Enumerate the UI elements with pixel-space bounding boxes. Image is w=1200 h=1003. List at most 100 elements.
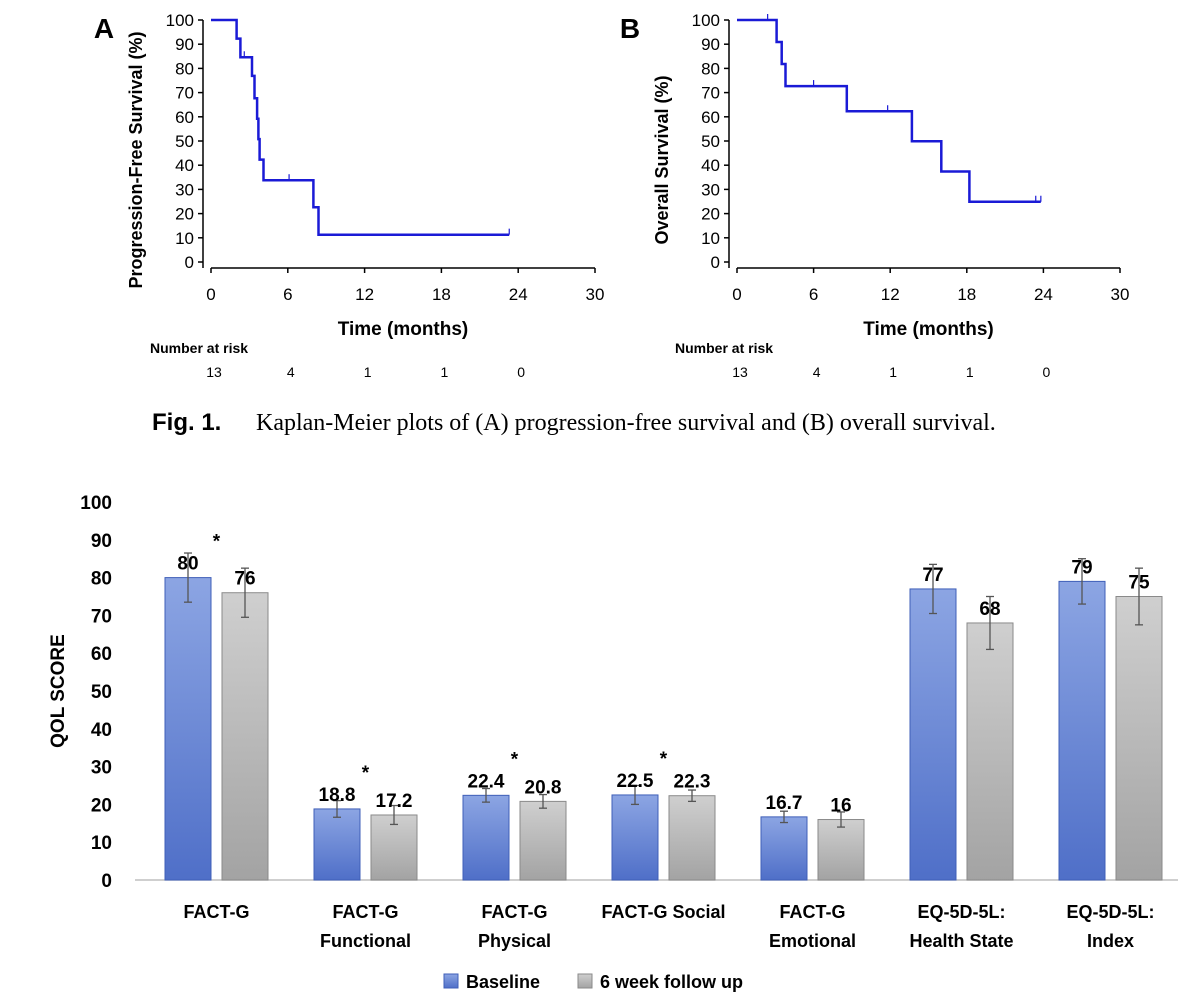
data-label: 20.8 (525, 777, 562, 798)
y-tick-label: 100 (166, 11, 194, 30)
y-axis-label: Overall Survival (%) (652, 75, 672, 244)
bar-baseline (909, 588, 957, 881)
legend-label: Baseline (466, 972, 540, 992)
category-label: Emotional (769, 931, 856, 951)
at-risk-value: 4 (287, 364, 295, 380)
data-label: 16 (830, 796, 851, 817)
x-axis-label: Time (months) (338, 319, 469, 340)
category-label: FACT-G (184, 902, 250, 922)
y-tick-label: 60 (701, 108, 720, 127)
at-risk-value: 1 (364, 364, 372, 380)
y-tick-label: 60 (91, 644, 112, 665)
data-label: 77 (922, 565, 943, 586)
y-tick-label: 30 (91, 758, 112, 779)
x-tick-label: 24 (509, 285, 528, 304)
bar-followup (1115, 596, 1163, 881)
category-label: EQ-5D-5L: (1066, 902, 1154, 922)
figure-caption-text: Kaplan-Meier plots of (A) progression-fr… (256, 410, 996, 436)
y-tick-label: 100 (692, 11, 720, 30)
figure-caption-label: Fig. 1. (152, 409, 221, 436)
y-tick-label: 40 (701, 156, 720, 175)
y-axis-label: Progression-Free Survival (%) (126, 31, 146, 288)
legend-swatch (577, 973, 593, 989)
at-risk-value: 1 (889, 364, 897, 380)
data-label: 22.4 (468, 771, 505, 792)
y-axis-label: QOL SCORE (48, 634, 69, 748)
y-tick-label: 20 (701, 205, 720, 224)
data-label: 80 (177, 554, 198, 575)
y-tick-label: 80 (175, 59, 194, 78)
bar-followup (519, 800, 567, 881)
panel-letter: A (94, 13, 114, 44)
x-axis-label: Time (months) (863, 319, 994, 340)
y-tick-label: 70 (701, 84, 720, 103)
data-label: 22.5 (617, 771, 654, 792)
x-tick-label: 18 (957, 285, 976, 304)
data-label: 75 (1128, 573, 1150, 594)
data-label: 17.2 (376, 791, 413, 812)
y-tick-label: 70 (91, 606, 112, 627)
bar-baseline (164, 577, 212, 881)
data-label: 16.7 (766, 793, 803, 814)
y-tick-label: 0 (101, 871, 112, 892)
x-tick-label: 30 (586, 285, 605, 304)
legend-label: 6 week follow up (600, 972, 743, 992)
x-tick-label: 6 (283, 285, 292, 304)
y-tick-label: 30 (701, 180, 720, 199)
y-tick-label: 90 (91, 531, 112, 552)
y-tick-label: 0 (185, 253, 194, 272)
bar-followup (817, 819, 865, 881)
at-risk-value: 1 (966, 364, 974, 380)
y-tick-label: 50 (175, 132, 194, 151)
data-label: 79 (1071, 557, 1092, 578)
data-label: 18.8 (319, 785, 356, 806)
data-label: 76 (234, 569, 255, 590)
category-label: FACT-G (780, 902, 846, 922)
y-tick-label: 70 (175, 84, 194, 103)
category-label: Health State (909, 931, 1013, 951)
y-tick-label: 10 (701, 229, 720, 248)
y-tick-label: 90 (701, 35, 720, 54)
y-tick-label: 90 (175, 35, 194, 54)
y-tick-label: 100 (80, 493, 112, 514)
at-risk-value: 13 (206, 364, 222, 380)
at-risk-value: 0 (1043, 364, 1051, 380)
y-tick-label: 40 (91, 720, 112, 741)
x-tick-label: 30 (1111, 285, 1130, 304)
y-tick-label: 0 (711, 253, 720, 272)
x-tick-label: 0 (732, 285, 741, 304)
x-tick-label: 18 (432, 285, 451, 304)
qol-bar-chart: 0 10 20 30 40 50 60 70 80 90 100 QOL SCORE 80 76 * FACT… (48, 493, 1178, 992)
x-tick-label: 24 (1034, 285, 1053, 304)
legend-swatch (443, 973, 459, 989)
y-tick-label: 20 (91, 795, 112, 816)
bar-baseline (760, 816, 808, 881)
significance-marker: * (362, 763, 370, 784)
data-label: 68 (979, 599, 1000, 620)
y-tick-label: 80 (91, 569, 112, 590)
at-risk-value: 1 (441, 364, 449, 380)
bar-followup (370, 814, 418, 881)
at-risk-value: 13 (732, 364, 748, 380)
significance-marker: * (213, 532, 221, 553)
y-tick-label: 30 (175, 180, 194, 199)
category-label: FACT-G (482, 902, 548, 922)
category-label: Functional (320, 931, 411, 951)
at-risk-label: Number at risk (150, 340, 248, 356)
y-tick-label: 50 (701, 132, 720, 151)
bar-baseline (313, 808, 361, 881)
category-label: Physical (478, 931, 551, 951)
category-label: FACT-G Social (601, 902, 725, 922)
bar-followup (966, 622, 1014, 881)
y-tick-label: 10 (175, 229, 194, 248)
y-tick-label: 20 (175, 205, 194, 224)
category-label: EQ-5D-5L: (917, 902, 1005, 922)
bar-baseline (1058, 580, 1106, 881)
at-risk-label: Number at risk (675, 340, 773, 356)
significance-marker: * (660, 749, 668, 770)
category-label: Index (1087, 931, 1134, 951)
bar-followup (668, 795, 716, 881)
y-tick-label: 60 (175, 108, 194, 127)
